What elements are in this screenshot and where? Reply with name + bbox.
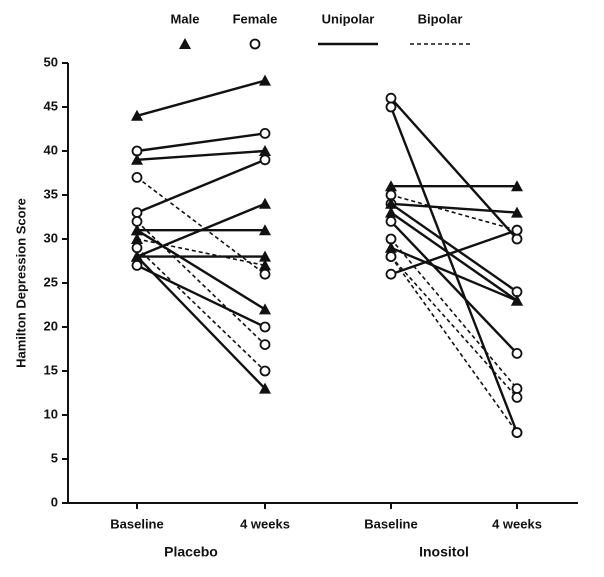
group-label: Placebo	[164, 544, 218, 560]
y-tick-label: 35	[44, 186, 58, 201]
x-tick-label: Baseline	[364, 516, 417, 531]
triangle-marker	[259, 224, 271, 236]
triangle-marker	[131, 250, 143, 262]
subject-line	[390, 246, 518, 302]
subject-line	[136, 158, 266, 214]
triangle-marker	[131, 109, 143, 121]
subject-line	[390, 238, 518, 390]
subject-line	[136, 202, 266, 258]
triangle-marker	[511, 180, 523, 192]
subject-line	[136, 149, 266, 161]
triangle-marker	[385, 206, 397, 218]
subject-line	[390, 202, 518, 293]
triangle-marker	[131, 224, 143, 236]
subject-line	[390, 220, 518, 355]
y-tick-label: 0	[51, 494, 58, 509]
circle-marker	[131, 259, 143, 271]
x-tick-label: Baseline	[110, 516, 163, 531]
circle-marker	[131, 171, 143, 183]
subject-line	[390, 211, 518, 302]
circle-marker	[259, 321, 271, 333]
y-axis-label: Hamilton Depression Score	[13, 198, 28, 368]
circle-marker	[511, 233, 523, 245]
subject-line	[136, 264, 266, 329]
y-tick-label: 50	[44, 54, 58, 69]
triangle-marker	[259, 303, 271, 315]
triangle-marker	[259, 382, 271, 394]
y-tick-label: 25	[44, 274, 58, 289]
circle-marker	[511, 427, 523, 439]
y-tick-label: 45	[44, 98, 58, 113]
triangle-marker	[179, 38, 191, 49]
circle-marker	[511, 224, 523, 236]
subject-line	[136, 255, 266, 390]
y-tick-label: 40	[44, 142, 58, 157]
circle-marker	[511, 383, 523, 395]
y-tick-label: 20	[44, 318, 58, 333]
circle-marker	[385, 268, 397, 280]
triangle-marker	[259, 259, 271, 271]
circle-marker	[131, 215, 143, 227]
circle-marker	[385, 251, 397, 263]
subject-line	[390, 97, 518, 240]
y-tick-label: 15	[44, 362, 58, 377]
triangle-marker	[259, 250, 271, 262]
legend-label: Female	[233, 11, 278, 26]
subject-line	[136, 238, 266, 267]
triangle-marker	[259, 74, 271, 86]
subject-line	[136, 132, 266, 153]
circle-marker	[259, 339, 271, 351]
triangle-marker	[259, 197, 271, 209]
triangle-marker	[259, 145, 271, 156]
circle-marker	[385, 92, 397, 104]
subject-line	[136, 176, 266, 275]
subject-line	[390, 194, 518, 231]
triangle-marker	[385, 241, 397, 253]
circle-marker	[131, 242, 143, 254]
circle-marker	[131, 207, 143, 219]
triangle-marker	[385, 180, 397, 192]
subject-line	[136, 247, 266, 372]
circle-marker	[259, 127, 271, 139]
subject-line	[389, 106, 519, 434]
circle-marker	[511, 347, 523, 359]
circle-marker	[259, 268, 271, 280]
subject-line	[390, 229, 518, 276]
legend-label: Bipolar	[418, 11, 463, 26]
circle-marker	[249, 38, 261, 50]
circle-marker	[259, 365, 271, 377]
circle-marker	[259, 154, 271, 166]
subject-line	[136, 79, 266, 117]
y-tick-label: 10	[44, 406, 58, 421]
group-label: Inositol	[419, 544, 469, 560]
triangle-marker	[511, 294, 523, 306]
triangle-marker	[131, 153, 143, 165]
legend-label: Male	[171, 11, 200, 26]
x-tick-label: 4 weeks	[492, 516, 542, 531]
subject-line	[390, 256, 518, 398]
circle-marker	[385, 215, 397, 227]
circle-marker	[511, 391, 523, 403]
legend-label: Unipolar	[322, 11, 375, 26]
x-tick-label: 4 weeks	[240, 516, 290, 531]
circle-marker	[385, 101, 397, 113]
triangle-marker	[511, 206, 523, 218]
y-tick-label: 5	[51, 450, 58, 465]
triangle-marker	[131, 233, 143, 244]
subject-line	[390, 256, 518, 434]
subject-line	[136, 220, 266, 346]
subject-line	[390, 202, 518, 214]
triangle-marker	[385, 197, 397, 209]
y-tick-label: 30	[44, 230, 58, 245]
